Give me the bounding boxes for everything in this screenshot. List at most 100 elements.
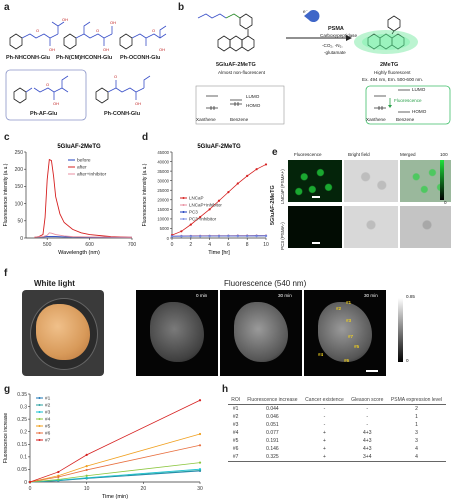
table-cell: 4+3 (363, 430, 372, 436)
data-point (198, 399, 202, 402)
legend-label: before (77, 158, 91, 164)
legend-label: PC3 (189, 210, 198, 215)
table-cell: 0.051 (266, 422, 279, 428)
panel-label-f: f (4, 268, 8, 279)
legend-label: #5 (45, 424, 51, 430)
carbonyl-label-3: O (152, 28, 155, 33)
table-cell: #6 (232, 446, 239, 452)
y-tick-label: 150 (15, 184, 24, 190)
data-point (236, 182, 239, 185)
benzene-ring-3 (119, 33, 133, 50)
f-colorbar (398, 298, 403, 362)
compound-name-4: Ph-AF-Glu (30, 111, 58, 117)
panel-label-h: h (222, 384, 229, 395)
chart-title: 5GluAF-2MeTG (57, 144, 101, 150)
y-axis-label: Fluorescence intensity (a.u.) (142, 163, 148, 226)
y-tick-label: 5000 (160, 226, 170, 231)
data-point (208, 235, 211, 238)
x-tick-label: 0 (29, 486, 32, 492)
y-tick-label: 0.35 (17, 392, 27, 398)
data-point (85, 465, 88, 468)
table-cell: 0.046 (266, 414, 279, 420)
y-tick-label: 0.05 (17, 467, 27, 473)
legend-marker (182, 211, 185, 213)
series-line-5 (29, 444, 201, 483)
y-tick-label: 0 (20, 236, 23, 242)
table-cell: #2 (232, 414, 239, 420)
roi-4: #4 (318, 352, 324, 357)
legend-label: LNCaP+inhibitor (189, 203, 222, 208)
panel-label-b: b (178, 2, 185, 13)
homo-right: HOMO (412, 109, 427, 114)
th-cancer: Cancer existence (305, 397, 344, 403)
y-tick-label: 30000 (157, 178, 169, 183)
data-point (57, 470, 60, 474)
micro-lncap-bright (344, 160, 398, 202)
table-cell: 0.146 (266, 446, 279, 452)
roi-2: #2 (336, 306, 342, 311)
roi-table: ROI Fluorescence increase Cancer existen… (228, 396, 446, 462)
x-axis-label: Wavelength (nm) (58, 250, 100, 256)
legend-label: after (77, 165, 87, 171)
legend-marker (38, 411, 41, 413)
panel-label-e: e (272, 147, 278, 158)
compound-name-1: Ph-NHCONH-Glu (6, 55, 50, 61)
time-label-2: 30 min (364, 293, 378, 298)
row-label-lncap: LNCaP (PSMA+) (280, 169, 285, 204)
left-compound-name: 5GluAF-2MeTG (216, 62, 256, 68)
roi-5: #5 (354, 344, 360, 349)
table-cell: #1 (232, 406, 239, 412)
data-point (227, 235, 230, 238)
enzyme-name: PSMA (328, 26, 344, 32)
e-colorbar-max: 100 (440, 152, 448, 157)
x-tick-label: 30 (197, 486, 203, 492)
table-cell: 3 (415, 430, 418, 436)
data-point (227, 191, 230, 194)
x-tick-label: 20 (141, 486, 147, 492)
th-gleason: Gleason score (351, 397, 384, 403)
data-point (57, 475, 60, 479)
acid-label-1: OH (49, 47, 55, 52)
y-tick-label: 50 (17, 219, 23, 225)
scale-bar-1 (312, 196, 320, 198)
table-cell: 0.077 (266, 430, 279, 436)
time-label-0: 0 min (196, 293, 208, 298)
data-point (85, 468, 88, 472)
data-point (217, 199, 221, 202)
table-cell: #4 (232, 430, 239, 436)
data-point (264, 234, 268, 238)
table-cell: #5 (232, 438, 239, 444)
y-tick-label: 25000 (157, 188, 169, 193)
compound-name-3: Ph-OCONH-Glu (120, 55, 161, 61)
chart-title: 5GluAF-2MeTG (197, 144, 241, 150)
data-point (236, 235, 239, 238)
y-tick-label: 35000 (157, 169, 169, 174)
fluorescence-glow (354, 30, 418, 54)
fluor-image-0min (136, 290, 218, 376)
micro-pc3-fluorescence (288, 206, 342, 248)
benzene-ring-1 (9, 33, 23, 50)
table-cell: - (323, 414, 326, 420)
table-row: #4 0.077 +4+3 3 (228, 429, 446, 437)
table-cell: 4 (415, 454, 418, 460)
table-row: #7 0.325 +3+4 4 (228, 453, 446, 462)
table-cell: + (323, 446, 326, 452)
electron-label: e⁻ (303, 9, 308, 14)
right-compound-sub-1: Highly fluorescent (374, 70, 411, 75)
right-compound-name: 2MeTG (380, 62, 399, 68)
panel-label-d: d (142, 132, 149, 143)
y-tick-label: 45000 (157, 150, 169, 155)
data-point (85, 453, 88, 456)
table-cell: + (323, 438, 326, 444)
table-cell: - (323, 406, 326, 412)
x-tick-label: 600 (85, 242, 94, 248)
roi-7: #7 (348, 334, 354, 339)
f-white-light-title: White light (34, 279, 75, 288)
table-cell: - (366, 406, 369, 412)
legend-marker (182, 218, 185, 220)
table-cell: 0.325 (266, 454, 279, 460)
th-psma: PSMA expression level (390, 397, 443, 403)
benzene-left: Benzene (230, 117, 249, 122)
table-cell: - (323, 422, 326, 428)
acid-label-4: OH (53, 101, 59, 106)
